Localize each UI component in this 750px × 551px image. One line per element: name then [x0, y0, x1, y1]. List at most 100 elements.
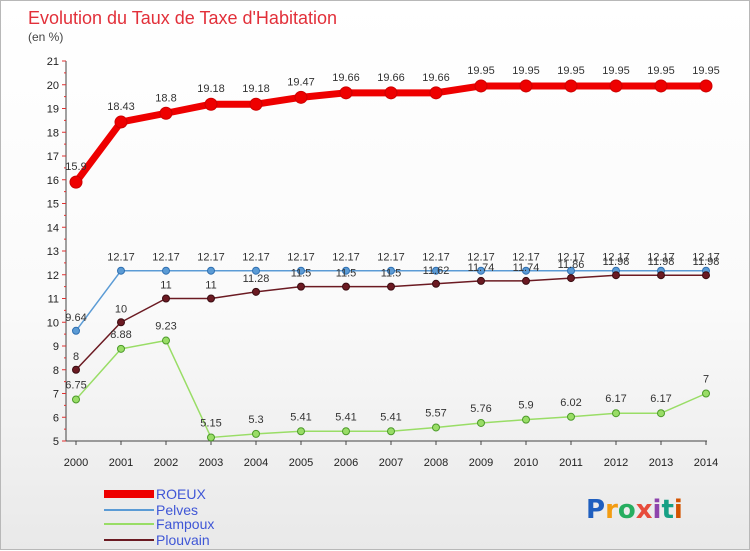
data-point	[342, 427, 350, 436]
data-label: 11	[205, 280, 216, 292]
data-point	[519, 79, 533, 93]
data-point	[387, 266, 395, 275]
data-point	[387, 427, 395, 436]
data-label: 12.17	[647, 252, 675, 264]
data-label: 7	[703, 374, 709, 386]
data-point	[249, 97, 263, 111]
data-point	[294, 90, 308, 104]
x-tick-label: 2005	[289, 457, 313, 469]
data-point	[72, 395, 80, 404]
x-tick-label: 2011	[559, 457, 583, 469]
data-label: 19.95	[602, 65, 630, 77]
series-roeux: 15.9 18.43 18.8 19.18 19.18 19.47 19.66 19.66 19…	[65, 65, 720, 189]
data-point	[207, 266, 215, 275]
data-point	[159, 106, 173, 120]
logo-letter: i	[653, 495, 662, 525]
logo-letter: i	[674, 495, 683, 525]
data-point	[342, 266, 350, 275]
series-fampoux: 6.75 8.88 9.23 5.15 5.3 5.41 5.41 5.41 5.57 5.76 5…	[65, 321, 710, 442]
data-point	[117, 344, 125, 353]
x-tick-label: 2004	[244, 457, 268, 469]
data-point	[522, 415, 530, 424]
data-point	[342, 282, 350, 291]
data-point	[69, 175, 83, 189]
data-point	[387, 282, 395, 291]
data-point	[477, 266, 485, 275]
data-point	[162, 266, 170, 275]
y-tick-label: 10	[47, 317, 59, 329]
x-tick-label: 2010	[514, 457, 538, 469]
series-plouvain: 8 10 11 11 11.28 11.5 11.5 11.5 11.62 11.74 11.74 1…	[72, 256, 720, 374]
data-label: 19.66	[332, 72, 360, 84]
data-label: 11.28	[243, 273, 270, 285]
legend-label: Fampoux	[156, 516, 214, 532]
x-tick-label: 2012	[604, 457, 628, 469]
legend-item-fampoux: Fampoux	[104, 516, 214, 532]
y-tick-label: 15	[47, 199, 59, 211]
data-point	[612, 409, 620, 418]
data-label: 10	[115, 303, 127, 315]
data-label: 18.43	[107, 101, 135, 113]
data-label: 6.17	[650, 393, 671, 405]
data-label: 19.47	[287, 76, 315, 88]
logo-letter: P	[586, 495, 605, 525]
data-point	[117, 318, 125, 327]
data-point	[252, 429, 260, 438]
data-point	[162, 294, 170, 303]
data-point	[384, 86, 398, 100]
logo-letter: o	[618, 495, 636, 525]
logo-letter: t	[661, 495, 673, 525]
data-point	[204, 97, 218, 111]
y-tick-label: 13	[47, 246, 59, 258]
data-point	[297, 266, 305, 275]
data-label: 12.17	[557, 252, 585, 264]
y-tick-label: 5	[53, 436, 59, 448]
data-label: 12.17	[242, 252, 270, 264]
data-label: 11.98	[603, 256, 630, 268]
data-label: 12.17	[197, 252, 225, 264]
data-label: 12.17	[332, 252, 360, 264]
data-point	[612, 271, 620, 280]
data-point	[657, 271, 665, 280]
data-point	[477, 418, 485, 427]
data-point	[72, 326, 80, 335]
data-label: 11.5	[336, 268, 357, 280]
data-label: 12.17	[422, 252, 450, 264]
data-label: 11.5	[291, 268, 312, 280]
data-point	[432, 423, 440, 432]
data-point	[702, 271, 710, 280]
legend-item-roeux: ROEUX	[104, 486, 206, 502]
data-label: 9.23	[155, 321, 176, 333]
data-point	[657, 409, 665, 418]
data-point	[117, 266, 125, 275]
logo-text: Proxiti	[586, 495, 683, 525]
data-label: 11.98	[693, 256, 720, 268]
logo-letter: x	[636, 495, 653, 525]
data-label: 5.15	[200, 417, 221, 429]
data-label: 11.74	[468, 262, 495, 274]
data-label: 12.17	[512, 252, 540, 264]
data-label: 18.8	[155, 92, 176, 104]
data-point	[522, 266, 530, 275]
data-label: 5.41	[335, 411, 356, 423]
x-tick-label: 2013	[649, 457, 673, 469]
x-tick-label: 2009	[469, 457, 493, 469]
legend-label: Pelves	[156, 502, 198, 518]
data-point	[702, 389, 710, 398]
data-label: 19.95	[647, 65, 675, 77]
y-tick-label: 18	[47, 127, 59, 139]
data-point	[429, 86, 443, 100]
legend-item-plouvain: Plouvain	[104, 532, 210, 548]
data-label: 8	[73, 351, 79, 363]
legend-label: ROEUX	[156, 486, 206, 502]
data-point	[339, 86, 353, 100]
data-label: 5.57	[425, 407, 446, 419]
data-point	[72, 365, 80, 374]
y-tick-label: 19	[47, 104, 59, 116]
data-label: 5.41	[290, 411, 311, 423]
data-label: 6.75	[65, 379, 86, 391]
data-point	[609, 79, 623, 93]
